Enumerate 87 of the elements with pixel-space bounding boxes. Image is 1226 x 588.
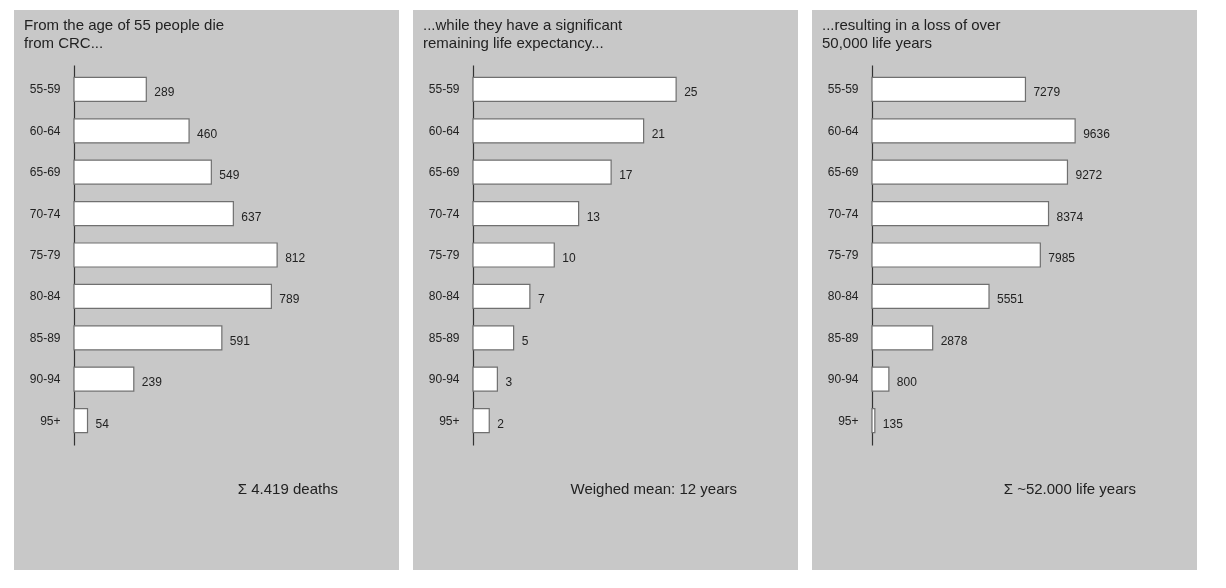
bar — [472, 325, 515, 351]
y-tick-label: 55-59 — [428, 82, 460, 97]
text: Weighed mean: 12 years — [570, 480, 737, 497]
data-label: 289 — [154, 85, 175, 100]
bar — [73, 118, 190, 144]
bar — [73, 76, 147, 103]
data-label: 135 — [882, 416, 904, 431]
y-tick-label: 65-69 — [29, 165, 61, 180]
y-tick-label: 90-94 — [428, 372, 460, 387]
y-tick-label: 55-59 — [29, 82, 61, 97]
y-tick-label: 55-59 — [827, 82, 859, 97]
chart-title: ...resulting in a loss of over 50,000 life years — [822, 16, 1001, 51]
bar — [73, 325, 223, 351]
data-label: 812 — [285, 251, 306, 265]
y-tick-label: 95+ — [40, 413, 61, 428]
bar — [871, 242, 1041, 268]
data-label: 9636 — [1083, 126, 1111, 141]
y-tick-label: 60-64 — [428, 123, 460, 138]
data-label: 460 — [197, 126, 218, 141]
y-tick-label: 70-74 — [827, 206, 859, 221]
data-label: 7279 — [1033, 85, 1061, 100]
y-tick-label: 70-74 — [428, 206, 460, 221]
y-tick-label: 80-84 — [428, 289, 460, 304]
bar — [871, 76, 1027, 103]
y-tick-label: 60-64 — [29, 123, 61, 138]
bar — [73, 159, 212, 185]
data-label: 7 — [537, 292, 545, 307]
y-tick-label: 85-89 — [29, 330, 61, 345]
bar — [472, 201, 580, 227]
y-tick-label: 65-69 — [827, 165, 859, 180]
y-tick-label: 85-89 — [428, 330, 460, 345]
bar — [871, 366, 890, 392]
data-label: 9272 — [1075, 168, 1103, 183]
data-label: 591 — [229, 333, 251, 348]
y-tick-label: 70-74 — [29, 206, 61, 221]
bar — [871, 201, 1050, 227]
data-label: 5 — [521, 333, 529, 348]
data-label: 2878 — [940, 333, 968, 348]
y-tick-label: 75-79 — [29, 248, 61, 262]
data-label: 637 — [241, 209, 262, 224]
bar — [472, 366, 498, 392]
data-label: 549 — [219, 168, 240, 183]
data-label: 10 — [562, 251, 576, 265]
bar — [73, 366, 135, 392]
text: Σ ~52.000 life years — [1003, 480, 1136, 497]
bar — [73, 201, 234, 227]
y-tick-label: 95+ — [838, 413, 859, 428]
bar — [472, 159, 612, 185]
bar — [472, 76, 677, 103]
data-label: 54 — [95, 416, 110, 431]
data-label: 2 — [497, 416, 505, 431]
bar — [871, 407, 876, 434]
text: Σ 4.419 deaths — [237, 480, 338, 497]
bar — [73, 283, 272, 309]
bar — [472, 242, 555, 268]
bar — [73, 407, 89, 434]
y-tick-label: 65-69 — [428, 165, 460, 180]
bar — [871, 325, 934, 351]
data-label: 17 — [619, 168, 633, 183]
data-label: 800 — [896, 375, 918, 390]
y-tick-label: 80-84 — [827, 289, 859, 304]
data-label: 8374 — [1056, 209, 1084, 224]
y-tick-label: 75-79 — [428, 248, 460, 262]
chart-title: ...while they have a significant remaining life expectancy... — [423, 16, 624, 51]
bar — [871, 118, 1076, 144]
bar — [472, 283, 531, 309]
data-label: 239 — [141, 375, 163, 390]
y-tick-label: 95+ — [439, 413, 460, 428]
y-tick-label: 75-79 — [827, 248, 859, 262]
bar — [73, 242, 278, 268]
y-tick-label: 60-64 — [827, 123, 859, 138]
data-label: 5551 — [997, 292, 1025, 307]
data-label: 21 — [651, 126, 666, 141]
data-label: 789 — [279, 292, 300, 307]
y-tick-label: 90-94 — [29, 372, 61, 387]
data-label: 13 — [586, 209, 601, 224]
bar — [472, 118, 645, 144]
data-label: 25 — [684, 85, 698, 100]
bar — [871, 159, 1069, 185]
y-tick-label: 90-94 — [827, 372, 859, 387]
bar — [871, 283, 990, 309]
y-tick-label: 85-89 — [827, 330, 859, 345]
data-label: 3 — [505, 375, 513, 390]
data-label: 7985 — [1048, 251, 1076, 265]
y-tick-label: 80-84 — [29, 289, 61, 304]
bar — [472, 407, 490, 434]
chart-title: From the age of 55 people die from CRC... — [24, 16, 225, 51]
